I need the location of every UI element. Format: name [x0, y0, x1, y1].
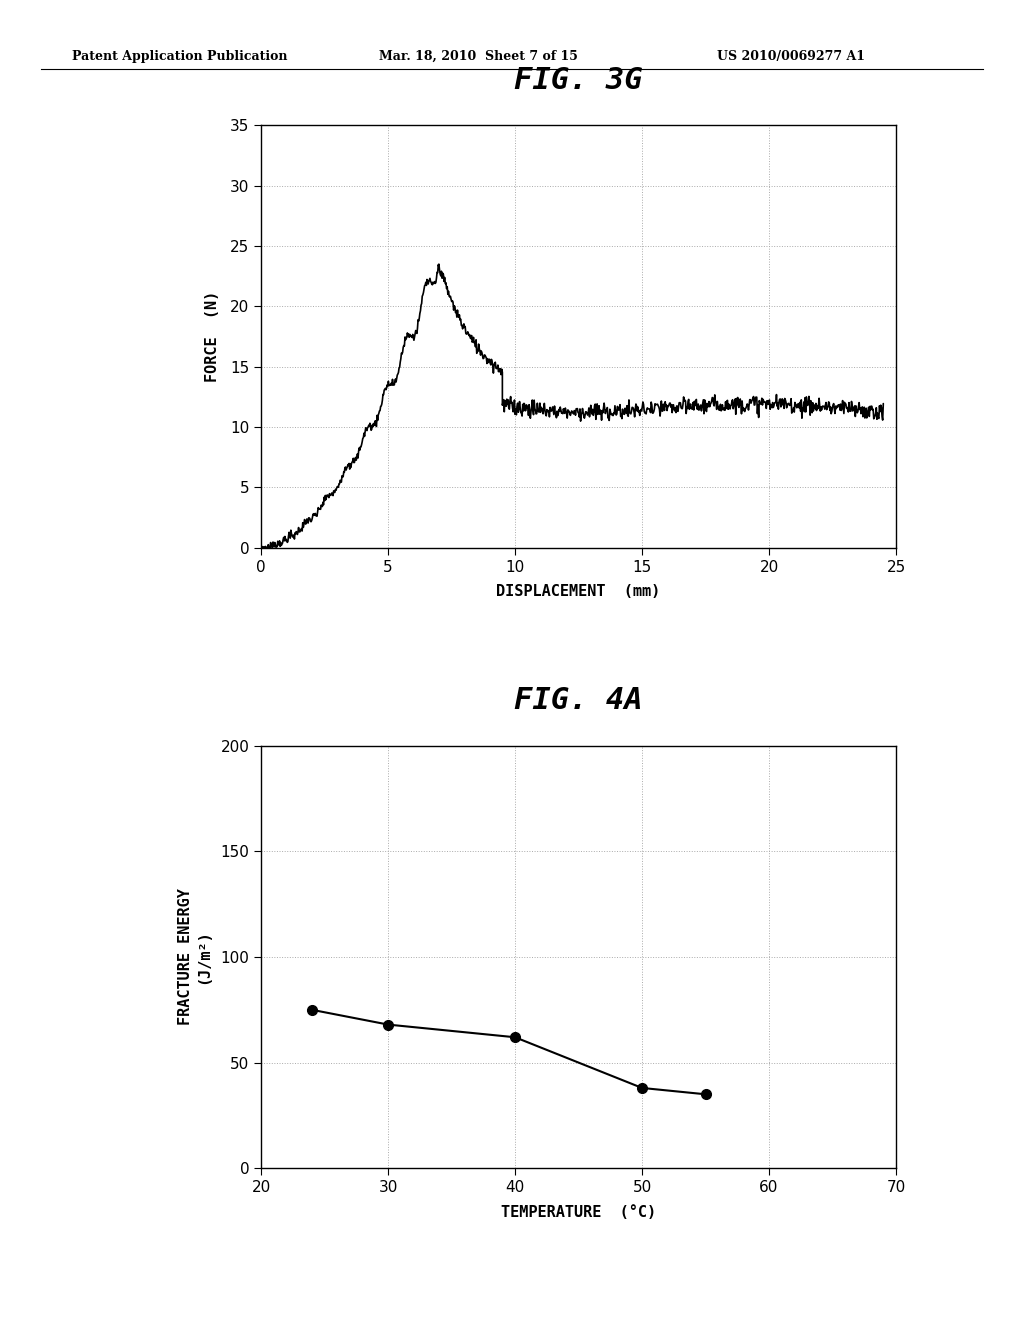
Y-axis label: FORCE  (N): FORCE (N) — [205, 290, 220, 383]
Y-axis label: FRACTURE ENERGY
(J/m²): FRACTURE ENERGY (J/m²) — [178, 888, 211, 1026]
Text: FIG. 4A: FIG. 4A — [514, 686, 643, 715]
Text: FIG. 3G: FIG. 3G — [514, 66, 643, 95]
X-axis label: TEMPERATURE  (°C): TEMPERATURE (°C) — [501, 1205, 656, 1220]
Text: Mar. 18, 2010  Sheet 7 of 15: Mar. 18, 2010 Sheet 7 of 15 — [379, 50, 578, 63]
Text: US 2010/0069277 A1: US 2010/0069277 A1 — [717, 50, 865, 63]
Text: Patent Application Publication: Patent Application Publication — [72, 50, 287, 63]
X-axis label: DISPLACEMENT  (mm): DISPLACEMENT (mm) — [497, 585, 660, 599]
